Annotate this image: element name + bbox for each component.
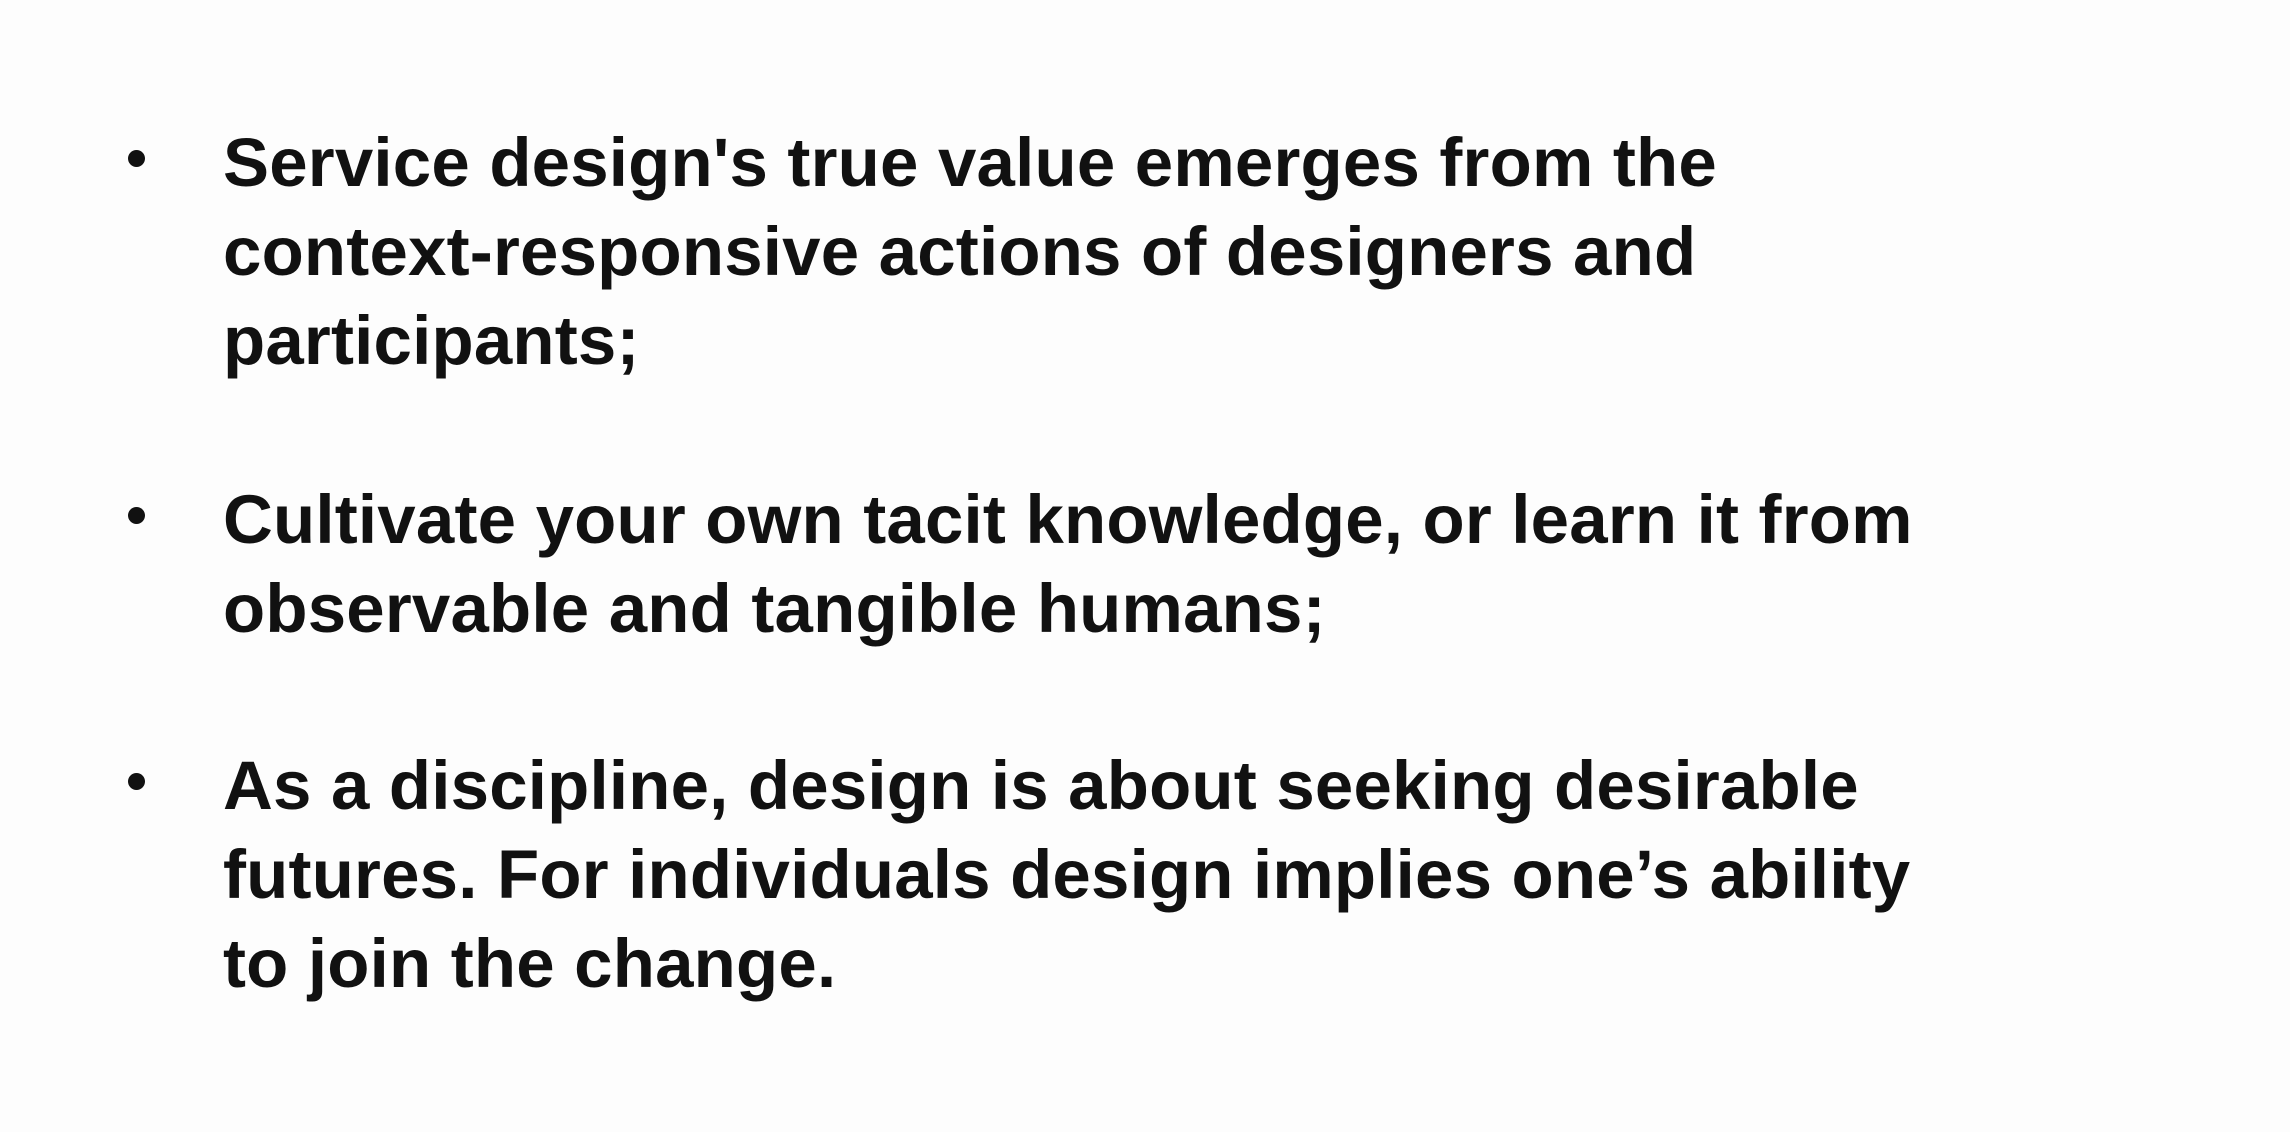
bullet-dot-icon [128, 773, 145, 790]
bullet-dot-icon [128, 150, 145, 167]
bullet-text: Cultivate your own tacit knowledge, or l… [223, 481, 1913, 647]
bullet-text: Service design's true value emerges from… [223, 124, 1717, 379]
bullet-dot-icon [128, 507, 145, 524]
bullet-text: As a discipline, design is about seeking… [223, 747, 1911, 1002]
